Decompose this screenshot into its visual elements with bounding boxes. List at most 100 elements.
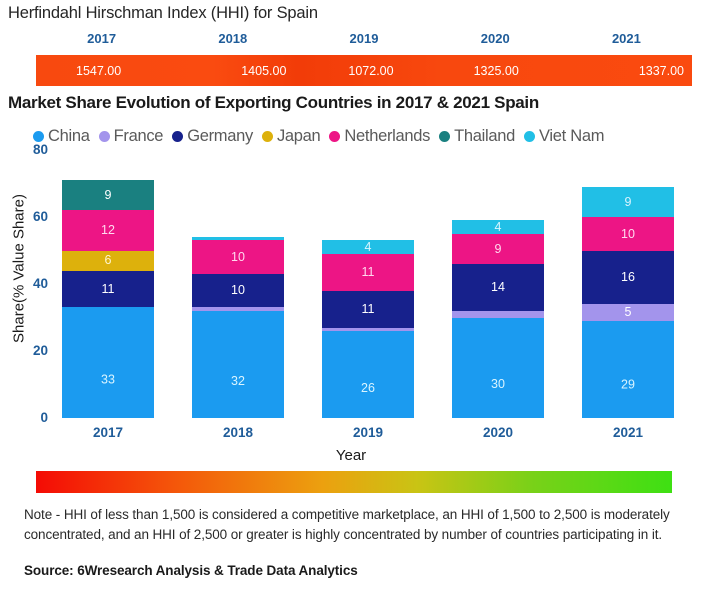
legend-swatch-icon (439, 131, 451, 142)
bar-segment-value: 16 (621, 270, 635, 285)
bar-segment-germany[interactable]: 16 (582, 250, 674, 305)
bar-segment-viet-nam[interactable]: 9 (582, 186, 674, 217)
bar-segment-netherlands[interactable]: 12 (62, 210, 154, 251)
bar-segment-value: 30 (491, 376, 505, 391)
bar-segment-china[interactable]: 29 (582, 320, 674, 418)
bar-segment-france[interactable] (192, 307, 284, 311)
bar-column-2020[interactable]: 30 14 9 4 (452, 220, 544, 418)
legend-label: Netherlands (344, 127, 431, 145)
bar-segment-value: 32 (231, 374, 245, 389)
bar-segment-netherlands[interactable]: 9 (452, 233, 544, 264)
bar-segment-netherlands[interactable]: 10 (582, 217, 674, 251)
bar-column-2021[interactable]: 29 5 16 10 9 (582, 186, 674, 418)
bar-segment-value: 12 (101, 223, 115, 238)
chart-legend: China France Germany Japan Netherlands Thaila… (33, 127, 604, 146)
legend-label: China (48, 127, 90, 145)
bar-segment-value: 6 (104, 253, 112, 268)
bar-segment-france[interactable] (322, 327, 414, 331)
hhi-year-2018: 2018 (218, 31, 248, 46)
bar-segment-france[interactable] (452, 310, 544, 318)
y-axis-tick: 20 (32, 343, 48, 358)
bar-segment-germany[interactable]: 14 (452, 263, 544, 311)
bar-segment-viet-nam[interactable] (192, 237, 284, 241)
x-axis-tick-2019: 2019 (352, 425, 384, 440)
bar-group: 33 11 6 12 9 2017 32 10 10 2018 26 11 11 4 2019 30 14 9 4 2… (57, 150, 702, 450)
bar-column-2019[interactable]: 26 11 11 4 (322, 240, 414, 418)
bar-segment-value: 10 (231, 283, 245, 298)
hhi-year-2017: 2017 (87, 31, 117, 46)
bar-segment-value: 14 (491, 280, 505, 295)
bar-segment-thailand[interactable]: 9 (62, 180, 154, 211)
bar-segment-germany[interactable]: 11 (62, 270, 154, 308)
bar-segment-china[interactable]: 32 (192, 310, 284, 418)
concentration-scale-bar (36, 471, 672, 493)
hhi-value-bar: 1547.00 1405.00 1072.00 1325.00 1337.00 (36, 55, 692, 86)
bar-segment-value: 5 (624, 305, 632, 320)
chart-title: Market Share Evolution of Exporting Coun… (8, 93, 539, 112)
bar-segment-china[interactable]: 26 (322, 330, 414, 418)
chart-plot-area: Share(% Value Share) 0 20 40 60 80 33 11 6 12 9 2… (0, 142, 702, 464)
hhi-value-2018: 1405.00 (241, 63, 287, 78)
bar-segment-value: 11 (101, 281, 115, 296)
y-axis-tick: 80 (32, 142, 48, 157)
legend-item-germany[interactable]: Germany (172, 127, 253, 146)
bar-segment-netherlands[interactable]: 10 (192, 240, 284, 274)
legend-label: France (113, 127, 164, 145)
hhi-year-2020: 2020 (480, 31, 510, 46)
legend-swatch-icon (524, 131, 535, 142)
bar-segment-value: 10 (231, 249, 245, 264)
source-text: Source: 6Wresearch Analysis & Trade Data… (24, 563, 358, 578)
bar-segment-value: 9 (624, 194, 632, 209)
bar-column-2018[interactable]: 32 10 10 (192, 237, 284, 418)
x-axis-tick-2018: 2018 (222, 425, 254, 440)
legend-label: Japan (276, 127, 321, 145)
bar-segment-germany[interactable]: 10 (192, 273, 284, 308)
bar-segment-value: 11 (361, 265, 375, 280)
note-text: Note - HHI of less than 1,500 is conside… (24, 507, 670, 542)
bar-segment-value: 11 (361, 301, 375, 316)
bar-segment-value: 33 (101, 373, 115, 388)
x-axis-tick-2020: 2020 (482, 425, 514, 440)
bar-segment-viet-nam[interactable]: 4 (322, 239, 414, 254)
legend-label: Viet Nam (539, 127, 605, 145)
bar-segment-value: 4 (364, 239, 372, 254)
bar-segment-china[interactable]: 30 (452, 317, 544, 418)
legend-swatch-icon (172, 131, 184, 142)
hhi-value-2020: 1325.00 (473, 63, 519, 78)
legend-item-france[interactable]: France (98, 127, 164, 146)
hhi-value-2021: 1337.00 (638, 63, 685, 78)
bar-segment-china[interactable]: 33 (62, 307, 154, 418)
bar-segment-value: 4 (494, 219, 502, 234)
hhi-title: Herfindahl Hirschman Index (HHI) for Spa… (8, 4, 318, 22)
hhi-year-2021: 2021 (611, 31, 641, 46)
y-axis-tick: 0 (40, 410, 48, 425)
bar-segment-netherlands[interactable]: 11 (322, 253, 414, 291)
bar-segment-value: 29 (621, 377, 635, 392)
x-axis-label: Year (335, 447, 367, 464)
hhi-year-row: 2017 2018 2019 2020 2021 (36, 31, 692, 51)
y-axis-tick: 40 (32, 276, 48, 291)
legend-swatch-icon (261, 131, 273, 142)
legend-swatch-icon (33, 131, 44, 142)
x-axis-tick-2017: 2017 (92, 425, 124, 440)
legend-item-viet-nam[interactable]: Viet Nam (524, 127, 604, 146)
bar-column-2017[interactable]: 33 11 6 12 9 (62, 180, 154, 418)
legend-item-netherlands[interactable]: Netherlands (329, 127, 430, 146)
bar-segment-value: 10 (621, 226, 635, 241)
hhi-value-2017: 1547.00 (76, 63, 122, 78)
legend-swatch-icon (329, 131, 341, 142)
hhi-year-2019: 2019 (349, 31, 379, 46)
bar-segment-value: 9 (494, 241, 502, 256)
legend-item-china[interactable]: China (33, 127, 90, 146)
bar-segment-value: 9 (104, 187, 112, 202)
bar-segment-japan[interactable]: 6 (62, 250, 154, 271)
hhi-value-2019: 1072.00 (348, 63, 394, 78)
bar-segment-viet-nam[interactable]: 4 (452, 219, 544, 234)
legend-item-japan[interactable]: Japan (261, 127, 321, 146)
legend-item-thailand[interactable]: Thailand (439, 127, 515, 146)
legend-label: Thailand (454, 127, 515, 145)
x-axis-tick-2021: 2021 (612, 425, 644, 440)
bar-segment-france[interactable]: 5 (582, 304, 674, 321)
legend-label: Germany (187, 127, 253, 145)
bar-segment-germany[interactable]: 11 (322, 290, 414, 328)
